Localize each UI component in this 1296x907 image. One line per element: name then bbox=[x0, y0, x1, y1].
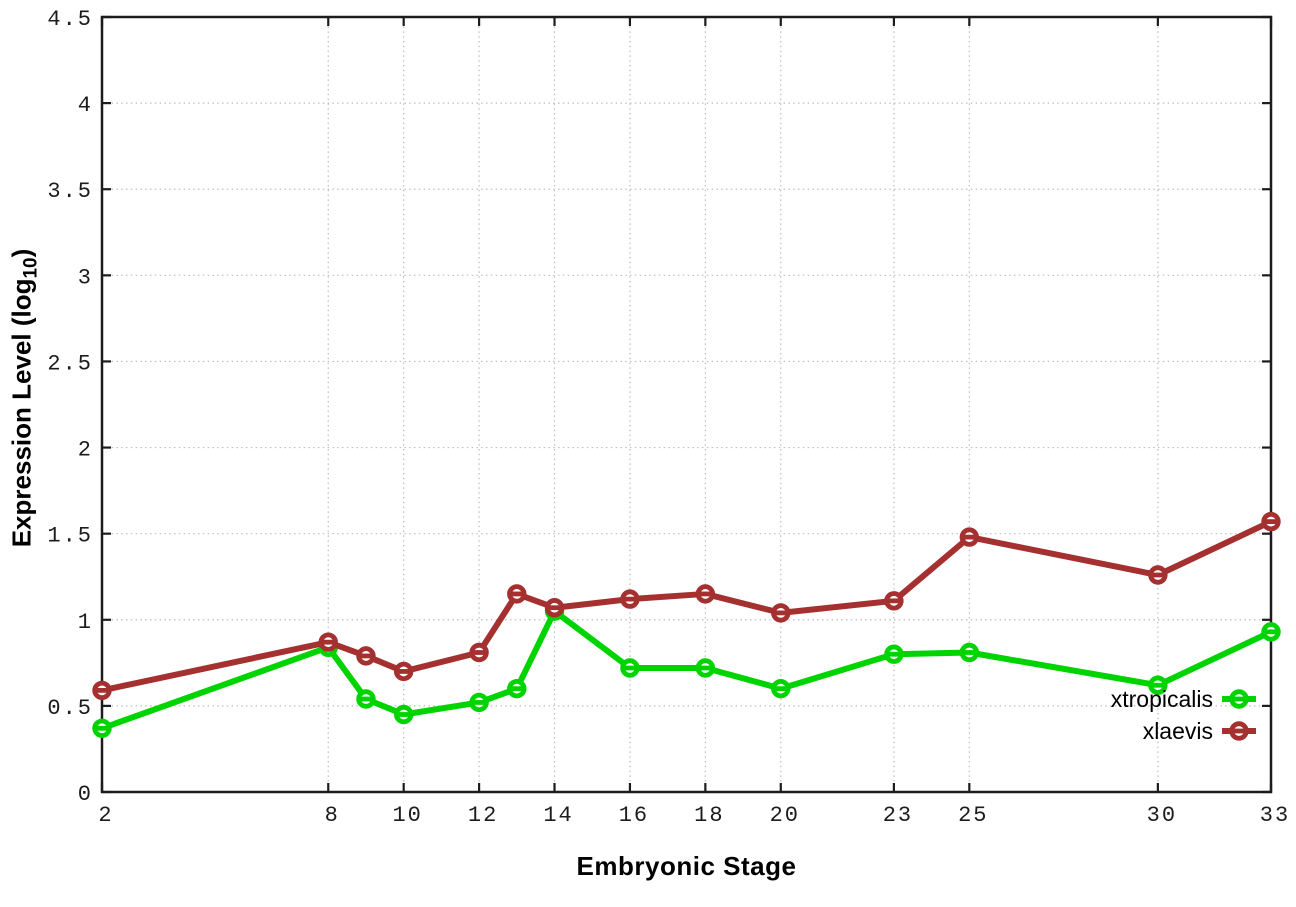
x-tick-label: 10 bbox=[392, 803, 422, 828]
series-line-xtropicalis bbox=[99, 608, 1274, 732]
legend: xtropicalis xlaevis bbox=[1111, 683, 1256, 747]
legend-label-xtropicalis: xtropicalis bbox=[1110, 685, 1213, 712]
x-tick-label: 20 bbox=[770, 803, 800, 828]
plot-border bbox=[100, 15, 1273, 794]
legend-marker-xlaevis bbox=[1222, 721, 1256, 741]
legend-item-xtropicalis: xtropicalis bbox=[1111, 683, 1256, 715]
x-tick-label: 25 bbox=[958, 803, 988, 828]
y-axis-title-text: Expression Level (log bbox=[6, 278, 37, 548]
y-axis-title: Expression Level (log10) bbox=[6, 248, 42, 548]
y-tick-label: 3.5 bbox=[47, 179, 93, 204]
y-tick-label: 4 bbox=[78, 93, 93, 118]
y-tick-label: 1 bbox=[78, 610, 93, 635]
x-axis-title: Embryonic Stage bbox=[576, 851, 797, 881]
y-axis-title-subscript: 10 bbox=[20, 257, 42, 279]
x-tick-label: 33 bbox=[1260, 803, 1290, 828]
legend-label-xlaevis: xlaevis bbox=[1142, 717, 1213, 744]
y-axis-title-close-paren: ) bbox=[6, 248, 37, 258]
y-tick-label: 2.5 bbox=[47, 351, 93, 376]
legend-item-xlaevis: xlaevis bbox=[1111, 715, 1256, 747]
y-tick-label: 3 bbox=[78, 265, 93, 290]
x-tick-label: 2 bbox=[98, 803, 113, 828]
y-tick-label: 4.5 bbox=[47, 7, 93, 32]
x-tick-label: 16 bbox=[619, 803, 649, 828]
x-tick-label: 12 bbox=[468, 803, 498, 828]
x-tick-label: 30 bbox=[1147, 803, 1177, 828]
x-tick-label: 18 bbox=[694, 803, 724, 828]
x-tick-label: 8 bbox=[325, 803, 340, 828]
y-tick-label: 0 bbox=[78, 782, 93, 807]
y-tick-label: 1.5 bbox=[47, 524, 93, 549]
x-tick-label: 14 bbox=[543, 803, 573, 828]
y-tick-label: 2 bbox=[78, 438, 93, 463]
x-tick-label: 23 bbox=[883, 803, 913, 828]
legend-marker-xtropicalis bbox=[1222, 689, 1256, 709]
y-tick-label: 0.5 bbox=[47, 696, 93, 721]
